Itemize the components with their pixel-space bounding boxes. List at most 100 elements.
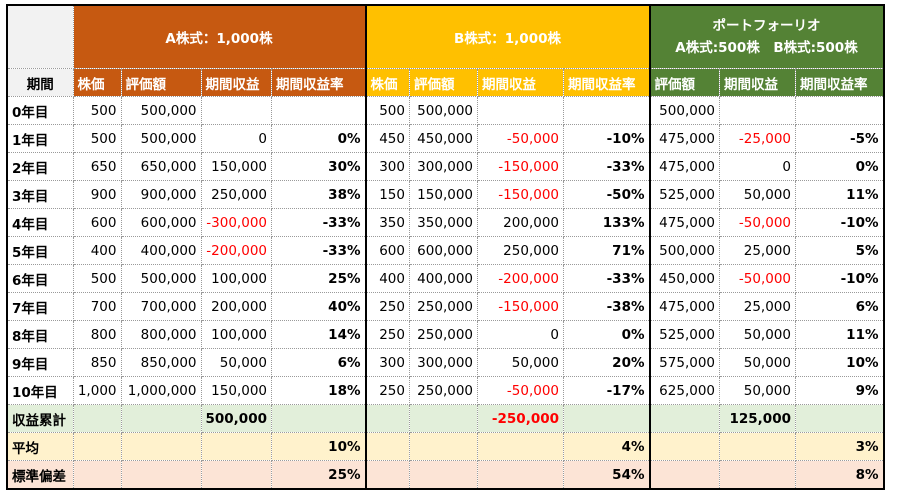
total-a: 500,000 — [201, 404, 272, 433]
b-cell: 300,000 — [409, 152, 478, 181]
table-row: 2年目 650 650,000 150,000 30% 300 300,000 -150,00… — [6, 152, 885, 181]
a-cell: 500,000 — [121, 264, 202, 293]
portfolio-header: ポートフォーリオ A株式:500株 B株式:500株 — [648, 4, 885, 69]
p-cell: 450,000 — [648, 264, 720, 293]
row-label: 7年目 — [6, 292, 74, 321]
a-cell: 600,000 — [121, 208, 202, 237]
avg-a: 10% — [271, 432, 366, 461]
p-cell: 500,000 — [648, 236, 720, 265]
b-cell: -33% — [563, 264, 650, 293]
a-cell: 700 — [73, 292, 122, 321]
table-row: 5年目 400 400,000 -200,000 -33% 600 600,000 250,0… — [6, 236, 885, 265]
b-cell: 350,000 — [409, 208, 478, 237]
b-cell: 300,000 — [409, 348, 478, 377]
a-cell: 200,000 — [201, 292, 272, 321]
b-cell: 20% — [563, 348, 650, 377]
b-cell: -17% — [563, 376, 650, 405]
p-cell: 6% — [795, 292, 885, 321]
a-cell: 100,000 — [201, 264, 272, 293]
p-cell: -5% — [795, 124, 885, 153]
a-cell: 38% — [271, 180, 366, 209]
b-cell: -38% — [563, 292, 650, 321]
b-cell: -150,000 — [477, 152, 564, 181]
b-cell: 71% — [563, 236, 650, 265]
p-cell: 575,000 — [648, 348, 720, 377]
p-cell: 625,000 — [648, 376, 720, 405]
a-cell: 14% — [271, 320, 366, 349]
b-col-value: 評価額 — [409, 68, 478, 97]
a-cell: 150,000 — [201, 152, 272, 181]
table-row: 7年目 700 700,000 200,000 40% 250 250,000 -150,00… — [6, 292, 885, 321]
a-col-value: 評価額 — [121, 68, 202, 97]
total-b: -250,000 — [477, 404, 564, 433]
a-cell: 400,000 — [121, 236, 202, 265]
p-cell: 50,000 — [719, 180, 796, 209]
corner-cell — [6, 4, 74, 69]
row-label: 6年目 — [6, 264, 74, 293]
b-cell: 250,000 — [477, 236, 564, 265]
b-cell: 200,000 — [477, 208, 564, 237]
p-cell: 0 — [719, 152, 796, 181]
a-cell: 600 — [73, 208, 122, 237]
p-cell — [719, 96, 796, 125]
a-cell: 900 — [73, 180, 122, 209]
a-cell: 0 — [201, 124, 272, 153]
b-cell: 400,000 — [409, 264, 478, 293]
a-cell: 0% — [271, 124, 366, 153]
portfolio-title: ポートフォーリオ — [712, 18, 821, 34]
b-cell: 0 — [477, 320, 564, 349]
b-cell: 400 — [364, 264, 410, 293]
table-row: 9年目 850 850,000 50,000 6% 300 300,000 50,000 20%… — [6, 348, 885, 377]
b-stock-header: B株式：1,000株 — [364, 4, 650, 69]
row-label: 10年目 — [6, 376, 74, 405]
a-cell: -200,000 — [201, 236, 272, 265]
a-cell: 800,000 — [121, 320, 202, 349]
table-row: 4年目 600 600,000 -300,000 -33% 350 350,000 200,0… — [6, 208, 885, 237]
b-col-price: 株価 — [364, 68, 410, 97]
p-cell: 9% — [795, 376, 885, 405]
a-cell: 25% — [271, 264, 366, 293]
table-row: 6年目 500 500,000 100,000 25% 400 400,000 -200,00… — [6, 264, 885, 293]
table-row: 0年目 500 500,000 500 500,000 500,000 — [6, 96, 885, 125]
p-cell: 10% — [795, 348, 885, 377]
a-cell: 850,000 — [121, 348, 202, 377]
a-cell: 18% — [271, 376, 366, 405]
p-cell: 475,000 — [648, 152, 720, 181]
b-cell: -50% — [563, 180, 650, 209]
b-cell — [477, 96, 564, 125]
period-header: 期間 — [6, 68, 74, 97]
b-cell: 250 — [364, 292, 410, 321]
p-cell: 475,000 — [648, 208, 720, 237]
avg-p: 3% — [795, 432, 885, 461]
b-cell: -50,000 — [477, 124, 564, 153]
b-col-rate: 期間収益率 — [563, 68, 650, 97]
b-cell: -10% — [563, 124, 650, 153]
b-cell: -33% — [563, 152, 650, 181]
a-cell: 850 — [73, 348, 122, 377]
a-cell: 50,000 — [201, 348, 272, 377]
b-cell: 300 — [364, 348, 410, 377]
a-cell: 500 — [73, 96, 122, 125]
a-cell — [271, 96, 366, 125]
b-cell: -150,000 — [477, 292, 564, 321]
a-cell: 250,000 — [201, 180, 272, 209]
b-cell: 450,000 — [409, 124, 478, 153]
p-cell — [795, 96, 885, 125]
p-cell: 50,000 — [719, 320, 796, 349]
p-cell: 25,000 — [719, 236, 796, 265]
p-cell: 25,000 — [719, 292, 796, 321]
a-cell: 150,000 — [201, 376, 272, 405]
total-label: 収益累計 — [6, 404, 74, 433]
p-col-value: 評価額 — [648, 68, 720, 97]
row-label: 4年目 — [6, 208, 74, 237]
a-cell: 30% — [271, 152, 366, 181]
p-col-return: 期間収益 — [719, 68, 796, 97]
a-cell: -33% — [271, 208, 366, 237]
b-cell: 150,000 — [409, 180, 478, 209]
p-cell: 11% — [795, 180, 885, 209]
a-cell: 700,000 — [121, 292, 202, 321]
portfolio-composition: A株式:500株 B株式:500株 — [675, 40, 858, 56]
a-cell: 400 — [73, 236, 122, 265]
b-cell: 250 — [364, 320, 410, 349]
a-cell — [201, 96, 272, 125]
